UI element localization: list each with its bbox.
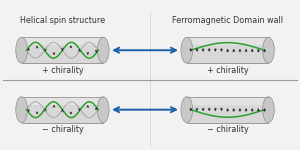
Ellipse shape bbox=[16, 37, 27, 63]
FancyBboxPatch shape bbox=[22, 37, 103, 45]
Text: Helical spin structure: Helical spin structure bbox=[20, 16, 105, 25]
Ellipse shape bbox=[262, 37, 274, 63]
Ellipse shape bbox=[16, 97, 27, 123]
Text: Ferromagnetic Domain wall: Ferromagnetic Domain wall bbox=[172, 16, 283, 25]
FancyBboxPatch shape bbox=[187, 37, 268, 63]
Ellipse shape bbox=[98, 97, 109, 123]
Ellipse shape bbox=[181, 97, 193, 123]
FancyBboxPatch shape bbox=[187, 97, 268, 105]
Text: + chirality: + chirality bbox=[207, 66, 248, 75]
FancyBboxPatch shape bbox=[22, 97, 103, 105]
Ellipse shape bbox=[181, 37, 193, 63]
Text: − chirality: − chirality bbox=[41, 125, 83, 134]
Text: − chirality: − chirality bbox=[207, 125, 248, 134]
Text: + chirality: + chirality bbox=[42, 66, 83, 75]
FancyBboxPatch shape bbox=[187, 97, 268, 123]
Ellipse shape bbox=[262, 97, 274, 123]
FancyBboxPatch shape bbox=[22, 37, 103, 63]
FancyBboxPatch shape bbox=[22, 97, 103, 123]
Ellipse shape bbox=[98, 37, 109, 63]
FancyBboxPatch shape bbox=[187, 37, 268, 45]
